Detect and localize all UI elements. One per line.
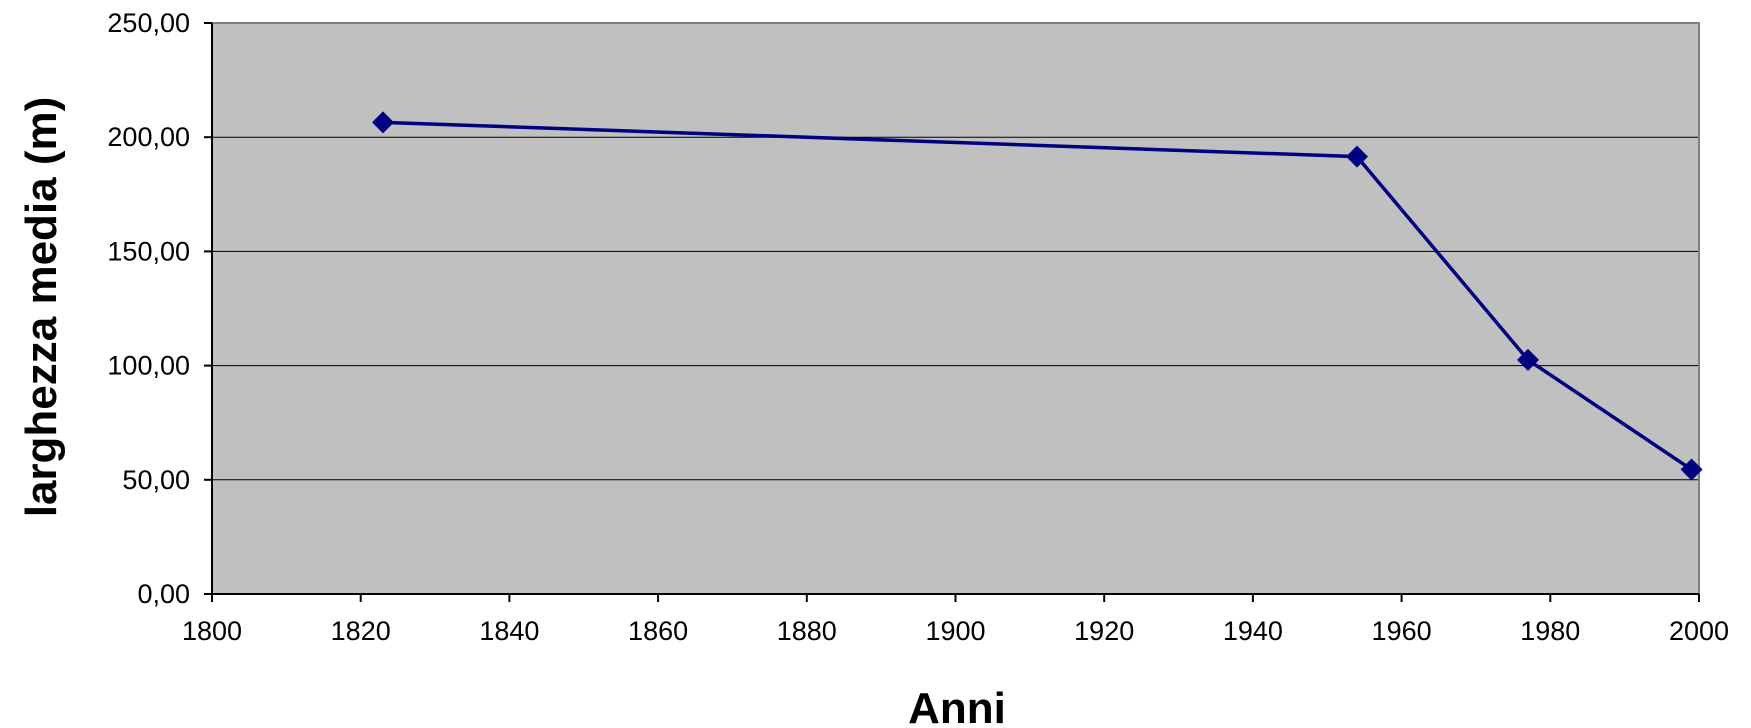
x-tick-label: 1920 xyxy=(1074,616,1134,646)
data-point-marker xyxy=(372,111,395,134)
data-point-marker xyxy=(1345,145,1368,168)
x-axis-title: Anni xyxy=(908,684,1006,728)
y-tick-label: 200,00 xyxy=(107,122,190,152)
x-tick-labels: 1800 1820 1840 1860 1880 1900 1920 1940 1960 1980… xyxy=(182,616,1729,646)
data-point-marker xyxy=(1516,348,1539,371)
x-tick-label: 1840 xyxy=(479,616,539,646)
data-series xyxy=(372,111,1703,481)
x-tick-label: 2000 xyxy=(1669,616,1729,646)
y-tick-label: 100,00 xyxy=(107,351,190,381)
y-tick-label: 250,00 xyxy=(107,8,190,38)
x-tick-label: 1820 xyxy=(331,616,391,646)
x-tick-label: 1800 xyxy=(182,616,242,646)
y-tick-label: 50,00 xyxy=(122,465,190,495)
x-tick-label: 1960 xyxy=(1372,616,1432,646)
x-tick-label: 1980 xyxy=(1520,616,1580,646)
y-tick-label: 150,00 xyxy=(107,236,190,266)
x-tick-label: 1940 xyxy=(1223,616,1283,646)
plot-area xyxy=(212,23,1699,594)
y-tick-label: 0,00 xyxy=(137,579,190,609)
x-tick-label: 1900 xyxy=(925,616,985,646)
series-line xyxy=(382,120,1693,471)
x-tick-label: 1880 xyxy=(777,616,837,646)
y-tick-labels: 0,00 50,00 100,00 150,00 200,00 250,00 xyxy=(107,8,190,609)
data-point-marker xyxy=(1680,458,1703,481)
axes xyxy=(204,22,1700,602)
x-tick-label: 1860 xyxy=(628,616,688,646)
y-axis-title: larghezza media (m) xyxy=(17,97,66,518)
